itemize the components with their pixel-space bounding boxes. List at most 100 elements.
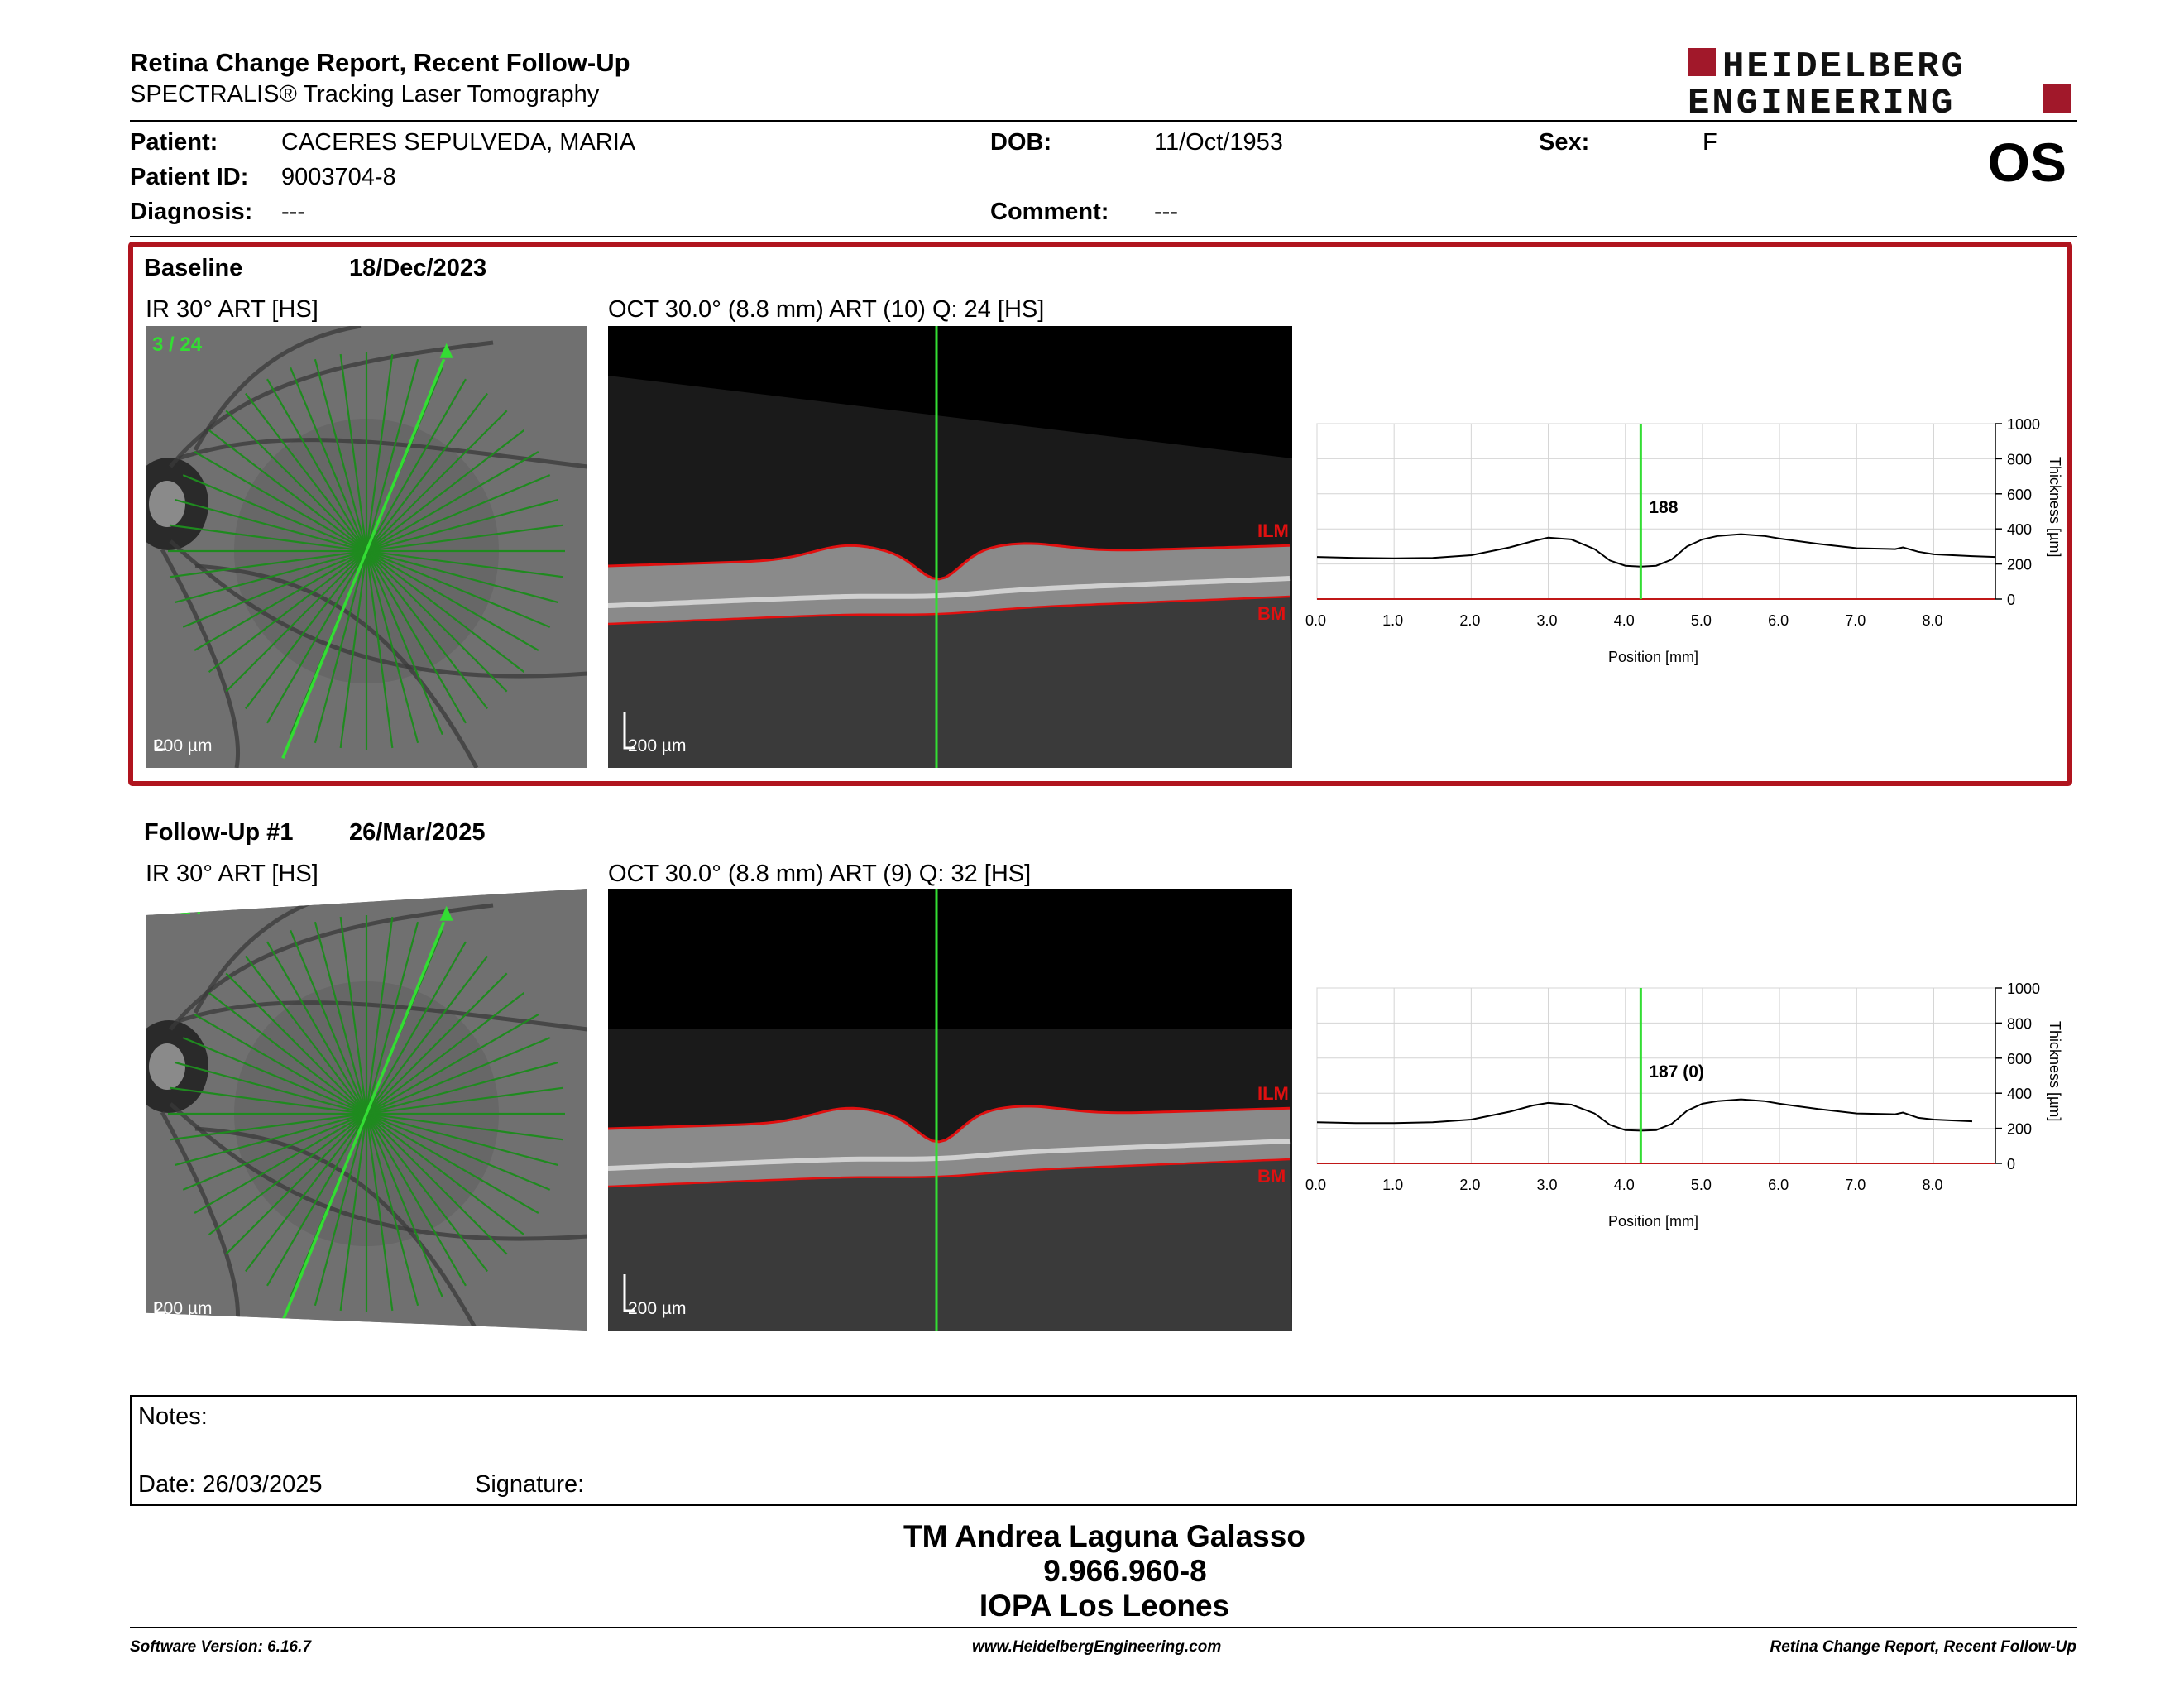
scale-bar bbox=[154, 1302, 165, 1314]
y-tick-label: 0 bbox=[2007, 592, 2015, 608]
x-tick-label: 6.0 bbox=[1768, 1177, 1789, 1193]
x-tick-label: 0.0 bbox=[1305, 1177, 1326, 1193]
x-tick-label: 4.0 bbox=[1614, 1177, 1635, 1193]
plot-area bbox=[1316, 987, 1996, 1164]
scale-bar bbox=[623, 1274, 635, 1312]
oct-bscan-image: ILM BM 200 µm bbox=[608, 889, 1292, 1331]
signer-organization: IOPA Los Leones bbox=[979, 1589, 1230, 1623]
retinal-vessel bbox=[160, 548, 241, 768]
retina-layers bbox=[608, 543, 1290, 624]
software-version: Software Version: 6.16.7 bbox=[130, 1638, 311, 1656]
x-tick-label: 0.0 bbox=[1305, 612, 1326, 629]
x-tick-label: 1.0 bbox=[1382, 1177, 1403, 1193]
scan-index-label: 3 / 24 bbox=[152, 333, 203, 356]
x-tick-label: 8.0 bbox=[1922, 1177, 1942, 1193]
scale-label: 200 µm bbox=[628, 1299, 687, 1318]
retinal-vessel bbox=[160, 1110, 241, 1331]
optic-cup bbox=[149, 481, 185, 527]
x-tick-label: 2.0 bbox=[1459, 1177, 1480, 1193]
thickness-series-line bbox=[1316, 1098, 1973, 1132]
exam-label: Follow-Up #1 bbox=[144, 819, 294, 846]
marker-value-label: 188 bbox=[1649, 498, 1678, 517]
svg-text:ENGINEERING: ENGINEERING bbox=[1688, 83, 1955, 116]
selected-scan-line bbox=[281, 921, 446, 1321]
heidelberg-logo: HEIDELBERG ENGINEERING bbox=[1688, 45, 2076, 124]
x-tick-label: 7.0 bbox=[1845, 1177, 1866, 1193]
oct-caption: OCT 30.0° (8.8 mm) ART (10) Q: 24 [HS] bbox=[608, 296, 1045, 323]
dob-value: 11/Oct/1953 bbox=[1154, 129, 1283, 156]
photoreceptor-band bbox=[608, 576, 1291, 608]
y-tick-label: 800 bbox=[2007, 451, 2032, 468]
x-tick-label: 8.0 bbox=[1922, 612, 1942, 629]
x-tick-label: 1.0 bbox=[1382, 612, 1403, 629]
scale-label: 200 µm bbox=[154, 1299, 213, 1318]
optic-cup bbox=[149, 1043, 185, 1090]
signer-name: TM Andrea Laguna Galasso bbox=[903, 1519, 1305, 1553]
patient-name: CACERES SEPULVEDA, MARIA bbox=[281, 129, 636, 156]
ilm-label: ILM bbox=[1257, 1083, 1289, 1104]
notes-label: Notes: bbox=[138, 1403, 208, 1430]
choroid-region bbox=[608, 597, 1292, 768]
bm-boundary bbox=[608, 1158, 1291, 1188]
ilm-label: ILM bbox=[1257, 520, 1289, 541]
ir-caption: IR 30° ART [HS] bbox=[146, 296, 318, 323]
patient-id-label: Patient ID: bbox=[130, 164, 249, 190]
scale-bar bbox=[623, 712, 635, 750]
choroid-region bbox=[608, 1159, 1292, 1331]
oct-bscan-image: ILM BM 200 µm bbox=[608, 326, 1292, 768]
scale-label: 200 µm bbox=[154, 736, 213, 755]
retinal-vessel bbox=[194, 1126, 479, 1331]
y-tick-label: 400 bbox=[2007, 1086, 2032, 1102]
website-link[interactable]: www.HeidelbergEngineering.com bbox=[972, 1638, 1222, 1656]
ir-fundus-image: 3 / 24 200 µm bbox=[146, 326, 587, 768]
x-tick-label: 7.0 bbox=[1845, 612, 1866, 629]
x-tick-label: 3.0 bbox=[1537, 612, 1558, 629]
y-tick-label: 600 bbox=[2007, 1051, 2032, 1067]
report-subtitle: SPECTRALIS® Tracking Laser Tomography bbox=[130, 81, 600, 108]
notes-date: Date: 26/03/2025 bbox=[138, 1471, 323, 1498]
x-axis-label: Position [mm] bbox=[1608, 1213, 1698, 1230]
y-tick-label: 200 bbox=[2007, 1121, 2032, 1138]
y-tick-label: 400 bbox=[2007, 521, 2032, 538]
scale-bar bbox=[154, 740, 165, 751]
scan-direction-arrow bbox=[439, 905, 453, 921]
y-axis-label: Thickness [µm] bbox=[2047, 457, 2063, 557]
y-tick-label: 1000 bbox=[2007, 981, 2040, 997]
y-tick-label: 0 bbox=[2007, 1156, 2015, 1172]
eye-indicator: OS bbox=[1987, 132, 2067, 193]
retinal-vessel bbox=[178, 438, 587, 469]
x-tick-label: 5.0 bbox=[1691, 1177, 1712, 1193]
x-tick-label: 3.0 bbox=[1537, 1177, 1558, 1193]
scan-direction-arrow bbox=[439, 343, 453, 358]
retinal-vessel bbox=[178, 1000, 587, 1032]
ir-caption: IR 30° ART [HS] bbox=[146, 861, 318, 887]
svg-text:HEIDELBERG: HEIDELBERG bbox=[1722, 46, 1966, 88]
photoreceptor-band bbox=[608, 1139, 1291, 1171]
y-tick-label: 600 bbox=[2007, 487, 2032, 503]
x-axis-label: Position [mm] bbox=[1608, 649, 1698, 665]
ilm-boundary bbox=[608, 542, 1291, 581]
dob-label: DOB: bbox=[990, 129, 1052, 156]
signature-label: Signature: bbox=[475, 1471, 585, 1498]
plot-area bbox=[1316, 423, 1996, 600]
exam-label: Baseline bbox=[144, 255, 243, 281]
oct-caption: OCT 30.0° (8.8 mm) ART (9) Q: 32 [HS] bbox=[608, 861, 1032, 887]
bm-label: BM bbox=[1257, 1166, 1286, 1187]
y-axis-label: Thickness [µm] bbox=[2047, 1021, 2063, 1121]
thickness-chart: 0 200 400 600 800 1000 0.0 1.0 2.0 3.0 4.0 5.0 6.0 7.… bbox=[1299, 397, 2093, 683]
signer-id: 9.966.960-8 bbox=[1043, 1554, 1207, 1588]
retinal-vessel bbox=[193, 326, 362, 452]
sex-value: F bbox=[1703, 129, 1717, 156]
y-tick-label: 200 bbox=[2007, 557, 2032, 573]
ilm-boundary bbox=[608, 1105, 1291, 1144]
x-tick-label: 6.0 bbox=[1768, 612, 1789, 629]
x-tick-label: 2.0 bbox=[1459, 612, 1480, 629]
exam-date: 18/Dec/2023 bbox=[349, 255, 487, 281]
ir-fundus-image: 3 / 24 200 µm bbox=[146, 889, 587, 1331]
report-title: Retina Change Report, Recent Follow-Up bbox=[130, 48, 630, 77]
notes-box: Notes: Date: 26/03/2025 Signature: bbox=[130, 1395, 2077, 1506]
diagnosis-value: --- bbox=[281, 199, 305, 225]
sex-label: Sex: bbox=[1539, 129, 1590, 156]
thickness-chart: 0 200 400 600 800 1000 0.0 1.0 2.0 3.0 4.0 5.0 6.0 7.… bbox=[1299, 961, 2093, 1247]
bm-boundary bbox=[608, 595, 1291, 626]
